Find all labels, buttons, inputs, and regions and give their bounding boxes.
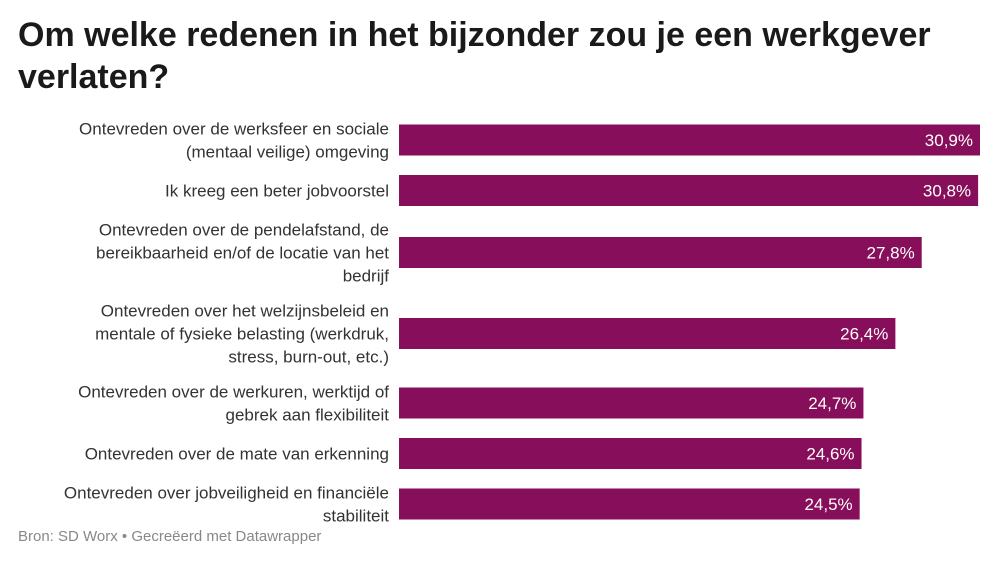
chart-title: Om welke redenen in het bijzonder zou je… [18,16,931,96]
bar [399,488,860,520]
bar [399,175,979,206]
value-label: 24,6% [806,445,854,464]
value-label: 27,8% [867,244,915,263]
category-label: Ontevreden over jobveiligheid en financi… [64,484,389,526]
bar [399,124,980,156]
category-label: Ontevreden over de werkuren, werktijd of… [78,383,389,425]
value-label: 30,9% [925,131,973,150]
category-label: Ontevreden over de pendelafstand, de bere… [96,221,389,286]
bar [399,318,896,349]
category-label: Ontevreden over de werksfeer en sociale(… [79,120,389,162]
value-label: 24,5% [804,495,852,514]
value-label: 30,8% [923,182,971,201]
source-footer: Bron: SD Worx • Gecreëerd met Datawrappe… [18,528,322,545]
bar [399,237,922,268]
bar [399,438,862,469]
bar [399,387,864,419]
category-label: Ik kreeg een beter jobvoorstel [165,182,389,201]
value-label: 26,4% [840,325,888,344]
category-label: Ontevreden over de mate van erkenning [85,445,389,464]
value-label: 24,7% [808,394,856,413]
category-label: Ontevreden over het welzijnsbeleid en men… [95,302,389,367]
